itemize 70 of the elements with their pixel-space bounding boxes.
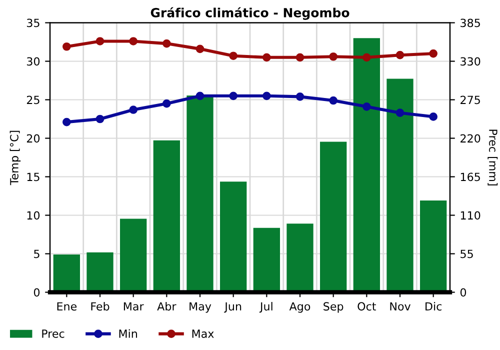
x-tick-label: Ene — [57, 302, 77, 311]
point — [96, 37, 104, 46]
x-tick-label: May — [190, 302, 212, 313]
x-tick-label: Nov — [390, 302, 411, 311]
y-tick-label: 0 — [34, 288, 40, 297]
point — [429, 112, 438, 121]
bar — [186, 96, 214, 292]
bar — [120, 218, 147, 292]
x-tick-label: Oct — [358, 302, 376, 311]
x-tick-label: Ago — [289, 302, 310, 313]
point — [362, 102, 371, 111]
bar — [153, 140, 180, 292]
point — [229, 52, 238, 60]
y-tick-label: 15 — [27, 172, 40, 182]
point — [62, 118, 71, 126]
point — [296, 92, 304, 101]
y-tick-label: 5 — [34, 250, 40, 258]
point — [262, 53, 271, 62]
bar — [220, 182, 247, 292]
x-tick-label: Sep — [324, 302, 344, 313]
point — [162, 39, 171, 48]
point — [62, 42, 71, 51]
point — [329, 52, 338, 61]
y-tick-label: 10 — [27, 211, 40, 220]
bar — [386, 78, 414, 292]
x-tick-label: Abr — [157, 302, 176, 311]
point — [129, 37, 138, 46]
chart-title: Gráfico climático - Negombo — [150, 7, 350, 20]
y-axis-title: Temp [°C] — [10, 130, 21, 186]
x-tick-label: Dic — [426, 302, 442, 311]
legend-label: Min — [119, 329, 137, 338]
point — [362, 53, 371, 62]
x-tick-label: Jul — [259, 302, 272, 313]
y2-tick-label: 0 — [460, 288, 466, 297]
point — [296, 53, 304, 62]
y2-tick-label: 275 — [460, 96, 480, 104]
point — [162, 99, 171, 108]
bar — [86, 252, 114, 292]
x-tick-label: Mar — [124, 302, 144, 311]
y2-tick-label: 165 — [460, 172, 480, 182]
point — [396, 108, 404, 118]
legend-label: Prec — [42, 330, 64, 338]
bar — [353, 38, 380, 292]
bar — [286, 224, 314, 292]
point — [96, 114, 104, 124]
point — [429, 49, 438, 58]
bar — [253, 228, 280, 292]
y2-tick-label: 110 — [460, 211, 480, 220]
y2-axis-title: Prec [mm] — [488, 130, 498, 186]
y-tick-label: 35 — [26, 18, 40, 28]
x-tick-label: Jun — [224, 302, 242, 313]
y2-tick-label: 55 — [460, 250, 473, 258]
bar — [320, 142, 347, 292]
y2-tick-label: 330 — [460, 57, 480, 66]
y-tick-label: 20 — [26, 134, 40, 143]
point — [196, 44, 204, 54]
point — [196, 92, 204, 100]
bar — [420, 200, 447, 292]
y2-tick-label: 220 — [460, 134, 480, 143]
point — [229, 92, 238, 100]
bar — [53, 254, 80, 292]
legend-label: Max — [192, 330, 214, 338]
point — [262, 92, 271, 100]
x-tick-label: Feb — [91, 302, 110, 311]
point — [329, 96, 338, 105]
y-tick-label: 25 — [26, 96, 40, 104]
point — [396, 50, 404, 60]
y-tick-label: 30 — [26, 57, 40, 66]
point — [129, 106, 138, 114]
y2-tick-label: 385 — [460, 18, 480, 28]
